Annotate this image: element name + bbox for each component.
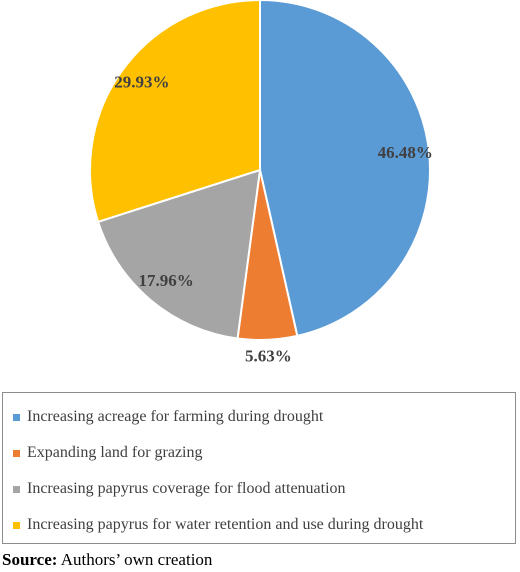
- source-text: Authors’ own creation: [60, 550, 213, 569]
- source-label: Source:: [2, 550, 58, 569]
- data-label: 29.93%: [114, 73, 169, 92]
- legend-label: Increasing papyrus coverage for flood at…: [27, 480, 346, 497]
- legend-swatch: [13, 449, 20, 457]
- legend-swatch: [13, 521, 20, 529]
- pie-slice: [259, 0, 431, 338]
- legend-item: Increasing papyrus coverage for flood at…: [13, 471, 515, 507]
- legend-swatch: [13, 413, 20, 421]
- legend-item: Increasing acreage for farming during dr…: [13, 399, 515, 435]
- legend-item: Expanding land for grazing: [13, 435, 515, 471]
- legend-label: Increasing papyrus for water retention a…: [27, 516, 424, 533]
- legend: Increasing acreage for farming during dr…: [2, 392, 516, 544]
- legend-swatch: [13, 485, 20, 493]
- data-label: 17.96%: [139, 271, 194, 290]
- pie-slice: [96, 168, 262, 340]
- legend-label: Expanding land for grazing: [27, 444, 203, 461]
- data-label: 46.48%: [378, 143, 433, 162]
- legend-label: Increasing acreage for farming during dr…: [27, 408, 324, 425]
- source: Source: Authors’ own creation: [2, 550, 212, 570]
- data-label: 5.63%: [245, 347, 292, 366]
- pie-slice: [89, 0, 261, 224]
- chart: 46.48% 5.63% 17.96% 29.93%: [89, 0, 433, 366]
- legend-item: Increasing papyrus for water retention a…: [13, 507, 515, 543]
